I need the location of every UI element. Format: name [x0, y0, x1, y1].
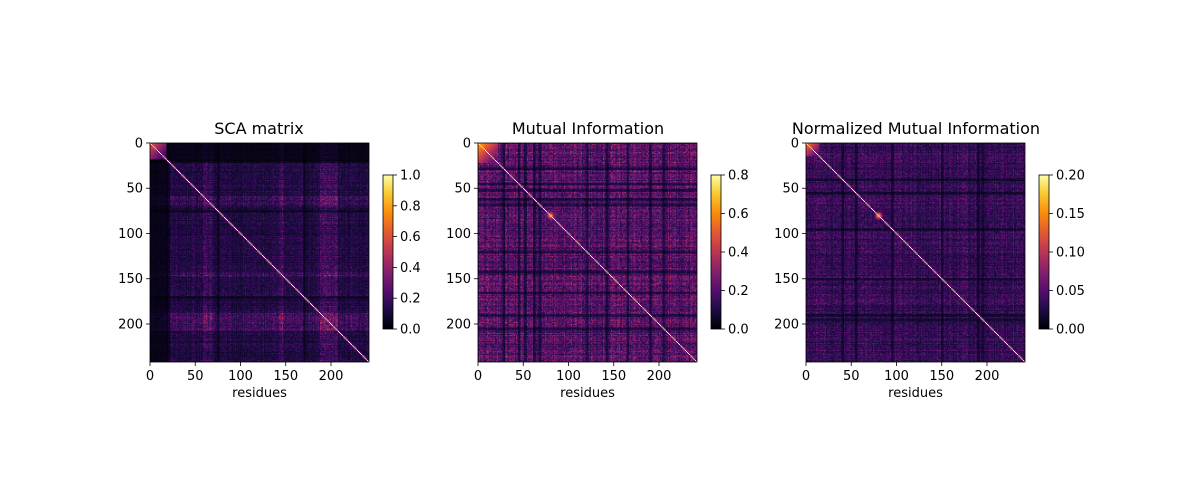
y-tick-label: 100 — [774, 227, 799, 242]
axes-frame — [149, 142, 370, 363]
x-tick-label: 0 — [146, 369, 154, 384]
colorbar-tick-label: 0.0 — [728, 323, 749, 338]
axes-frame — [477, 142, 698, 363]
heatmap-panel: 0 50 100 150 200 0 50 100 150 200 Normalized Mutua… — [774, 119, 1085, 401]
colorbar-tick-label: 0.8 — [728, 169, 749, 184]
colorbar: 0.0 0.2 0.4 0.6 0.8 1.0 — [382, 169, 421, 338]
colorbar-tick-label: 0.0 — [400, 323, 421, 338]
x-tick-label: 0 — [802, 369, 810, 384]
x-tick-label: 50 — [843, 369, 860, 384]
heatmap-panel: 0 50 100 150 200 0 50 100 150 200 Mutual Informati… — [446, 119, 749, 401]
x-tick-label: 150 — [601, 369, 626, 384]
y-tick-label: 150 — [118, 272, 143, 287]
x-tick-label: 0 — [474, 369, 482, 384]
colorbar: 0.0 0.2 0.4 0.6 0.8 — [710, 169, 749, 338]
colorbar-tick-label: 0.2 — [728, 284, 749, 299]
colorbar-tick-label: 0.6 — [400, 230, 421, 245]
x-axis-label: residues — [560, 386, 615, 401]
heatmap-image — [806, 143, 1025, 362]
colorbar-tick-label: 0.4 — [728, 246, 749, 261]
colorbar-tick-label: 0.10 — [1056, 246, 1085, 261]
y-tick-label: 50 — [126, 182, 143, 197]
y-tick-label: 200 — [774, 317, 799, 332]
x-tick-label: 150 — [929, 369, 954, 384]
x-axis-label: residues — [888, 386, 943, 401]
x-tick-label: 100 — [884, 369, 909, 384]
chart-title: Normalized Mutual Information — [792, 119, 1040, 138]
x-tick-label: 50 — [515, 369, 532, 384]
colorbar-gradient — [711, 175, 721, 329]
chart-title: Mutual Information — [512, 119, 664, 138]
x-tick-label: 200 — [975, 369, 1000, 384]
x-tick-label: 100 — [228, 369, 253, 384]
x-tick-label: 200 — [319, 369, 344, 384]
colorbar-tick-label: 0.4 — [400, 261, 421, 276]
y-tick-label: 100 — [118, 227, 143, 242]
colorbar: 0.00 0.05 0.10 0.15 0.20 — [1038, 169, 1085, 338]
colorbar-gradient — [383, 175, 393, 329]
heatmap-panel: 0 50 100 150 200 0 50 100 150 200 SCA matrix residu… — [118, 119, 421, 401]
colorbar-tick-label: 0.15 — [1056, 207, 1085, 222]
colorbar-gradient — [1039, 175, 1049, 329]
heatmap-image — [150, 143, 369, 362]
y-tick-label: 200 — [446, 317, 471, 332]
y-tick-label: 200 — [118, 317, 143, 332]
colorbar-tick-label: 0.6 — [728, 207, 749, 222]
x-tick-label: 100 — [556, 369, 581, 384]
y-tick-label: 150 — [774, 272, 799, 287]
x-axis-label: residues — [232, 386, 287, 401]
x-tick-label: 150 — [273, 369, 298, 384]
colorbar-tick-label: 0.8 — [400, 199, 421, 214]
y-tick-label: 100 — [446, 227, 471, 242]
axes-frame — [805, 142, 1026, 363]
y-tick-label: 0 — [135, 137, 143, 152]
x-tick-label: 50 — [187, 369, 204, 384]
colorbar-frame — [382, 174, 394, 330]
x-tick-label: 200 — [647, 369, 672, 384]
colorbar-tick-label: 0.20 — [1056, 169, 1085, 184]
y-tick-label: 150 — [446, 272, 471, 287]
y-tick-label: 50 — [454, 182, 471, 197]
chart-title: SCA matrix — [214, 119, 304, 138]
colorbar-tick-label: 1.0 — [400, 169, 421, 184]
y-tick-label: 0 — [463, 137, 471, 152]
heatmap-image — [478, 143, 697, 362]
y-tick-label: 0 — [791, 137, 799, 152]
y-tick-label: 50 — [782, 182, 799, 197]
colorbar-tick-label: 0.00 — [1056, 323, 1085, 338]
colorbar-tick-label: 0.2 — [400, 292, 421, 307]
colorbar-tick-label: 0.05 — [1056, 284, 1085, 299]
